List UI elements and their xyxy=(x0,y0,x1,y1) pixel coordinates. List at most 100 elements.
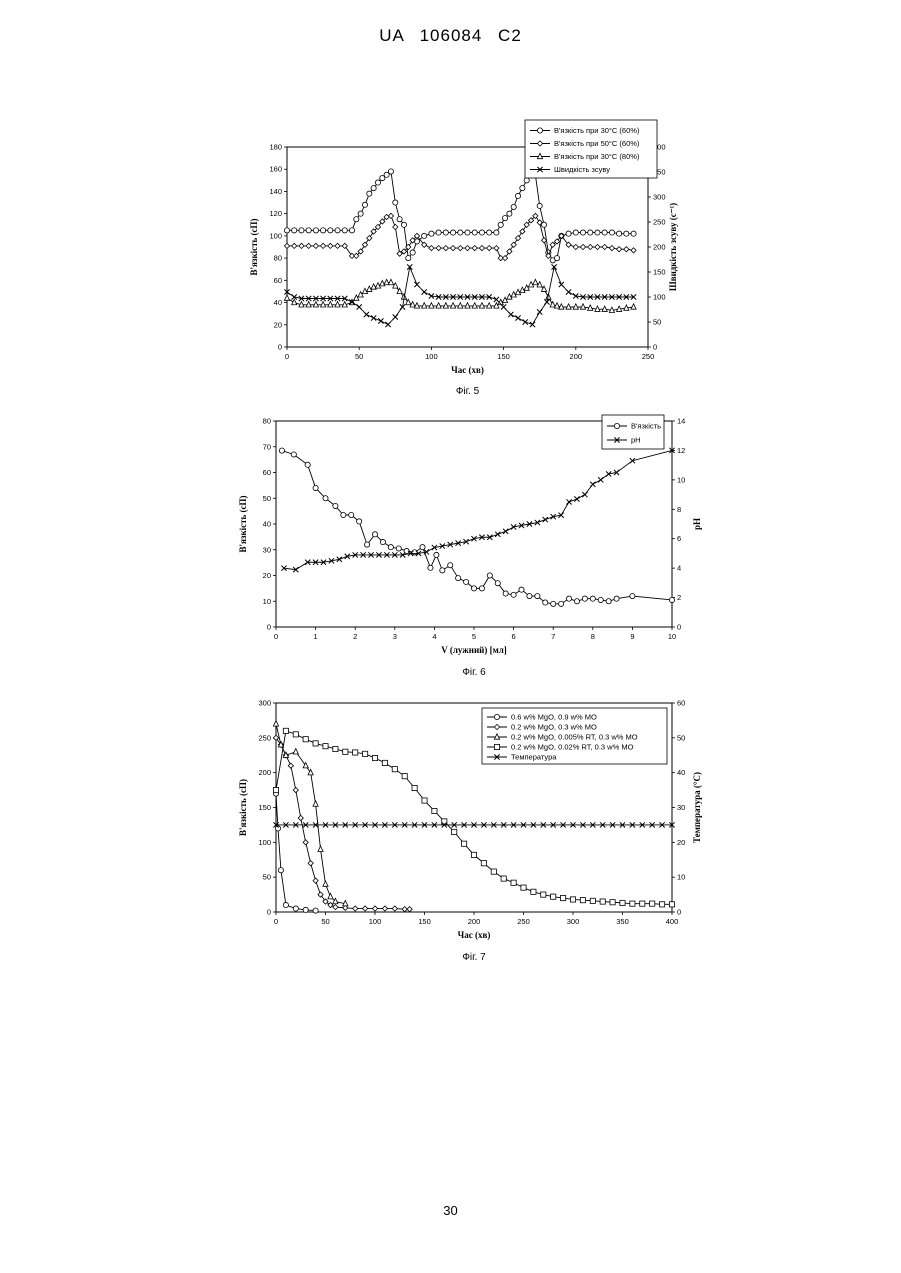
data-point xyxy=(602,230,607,235)
data-point xyxy=(519,587,524,592)
y2-tick-label: 8 xyxy=(677,505,681,514)
y2-tick-label: 50 xyxy=(677,733,685,742)
data-point xyxy=(448,563,453,568)
data-point xyxy=(617,231,622,236)
data-point xyxy=(443,230,448,235)
series-line xyxy=(276,738,410,909)
data-point xyxy=(602,306,607,311)
data-point xyxy=(669,597,674,602)
page-number: 30 xyxy=(0,1203,901,1218)
data-point xyxy=(494,297,499,302)
data-point xyxy=(543,600,548,605)
data-point xyxy=(443,246,448,251)
x-tick-label: 6 xyxy=(512,632,516,641)
data-point xyxy=(397,217,402,222)
data-point xyxy=(422,233,427,238)
data-point xyxy=(515,315,520,320)
data-point xyxy=(481,861,486,866)
data-point xyxy=(620,900,625,905)
data-point xyxy=(624,231,629,236)
data-point xyxy=(343,749,348,754)
data-point xyxy=(566,304,571,309)
data-point xyxy=(551,601,556,606)
x-tick-label: 50 xyxy=(355,352,363,361)
legend-label: В'язкість xyxy=(631,422,661,431)
data-point xyxy=(313,908,318,913)
data-point xyxy=(313,741,318,746)
data-point xyxy=(650,901,655,906)
y-tick-label: 60 xyxy=(263,468,271,477)
data-point xyxy=(491,869,496,874)
x-tick-label: 1 xyxy=(314,632,318,641)
data-point xyxy=(617,247,622,252)
data-point xyxy=(590,898,595,903)
data-point xyxy=(502,297,507,302)
data-point xyxy=(462,841,467,846)
y-tick-label: 200 xyxy=(258,768,271,777)
x-axis-label: Час (хв) xyxy=(458,930,491,940)
x-tick-label: 200 xyxy=(570,352,583,361)
data-point xyxy=(503,529,508,534)
data-point xyxy=(429,231,434,236)
data-point xyxy=(554,256,559,261)
y-tick-label: 100 xyxy=(269,231,282,240)
y2-tick-label: 50 xyxy=(653,318,661,327)
y-tick-label: 300 xyxy=(258,699,271,708)
legend-label: 0.2 w% MgO, 0.005% RT, 0.3 w% MO xyxy=(511,733,638,742)
data-point xyxy=(501,304,506,309)
data-point xyxy=(580,230,585,235)
x-tick-label: 150 xyxy=(497,352,510,361)
data-point xyxy=(465,246,470,251)
x-tick-label: 5 xyxy=(472,632,476,641)
y2-tick-label: 6 xyxy=(677,534,681,543)
x-tick-label: 2 xyxy=(353,632,357,641)
data-point xyxy=(349,228,354,233)
data-point xyxy=(472,303,477,308)
data-point xyxy=(328,243,333,248)
data-point xyxy=(323,881,328,886)
data-point xyxy=(487,246,492,251)
series-line xyxy=(282,451,672,604)
data-point xyxy=(527,594,532,599)
y-tick-label: 30 xyxy=(263,545,271,554)
data-point xyxy=(323,744,328,749)
legend-marker xyxy=(537,128,542,133)
y-tick-label: 70 xyxy=(263,442,271,451)
data-point xyxy=(313,302,318,307)
x-tick-label: 350 xyxy=(616,917,629,926)
y2-tick-label: 200 xyxy=(653,243,666,252)
y2-tick-label: 20 xyxy=(677,838,685,847)
y2-tick-label: 12 xyxy=(677,446,685,455)
data-point xyxy=(353,906,358,911)
legend: В'язкість при 30°C (60%)В'язкість при 50… xyxy=(525,120,657,178)
data-point xyxy=(313,228,318,233)
y-tick-label: 100 xyxy=(258,838,271,847)
data-point xyxy=(503,591,508,596)
data-point xyxy=(292,243,297,248)
y-tick-label: 80 xyxy=(263,417,271,426)
series-2 xyxy=(281,448,674,572)
figure-caption: Фіг. 5 xyxy=(456,386,480,397)
data-point xyxy=(382,906,387,911)
data-point xyxy=(523,319,528,324)
data-point xyxy=(349,512,354,517)
data-point xyxy=(600,899,605,904)
data-point xyxy=(440,568,445,573)
x-tick-label: 9 xyxy=(630,632,634,641)
legend: 0.6 w% MgO, 0.9 w% MO0.2 w% MgO, 0.3 w% … xyxy=(482,708,667,764)
legend-label: Температура xyxy=(511,753,557,762)
data-point xyxy=(582,596,587,601)
legend-marker xyxy=(494,714,499,719)
data-point xyxy=(284,243,289,248)
data-point xyxy=(293,787,298,792)
data-point xyxy=(588,230,593,235)
data-point xyxy=(313,801,318,806)
data-point xyxy=(388,213,393,218)
data-point xyxy=(358,211,363,216)
data-point xyxy=(501,876,506,881)
data-point xyxy=(422,303,427,308)
y2-tick-label: 60 xyxy=(677,699,685,708)
data-point xyxy=(630,594,635,599)
data-point xyxy=(422,289,427,294)
data-point xyxy=(520,186,525,191)
